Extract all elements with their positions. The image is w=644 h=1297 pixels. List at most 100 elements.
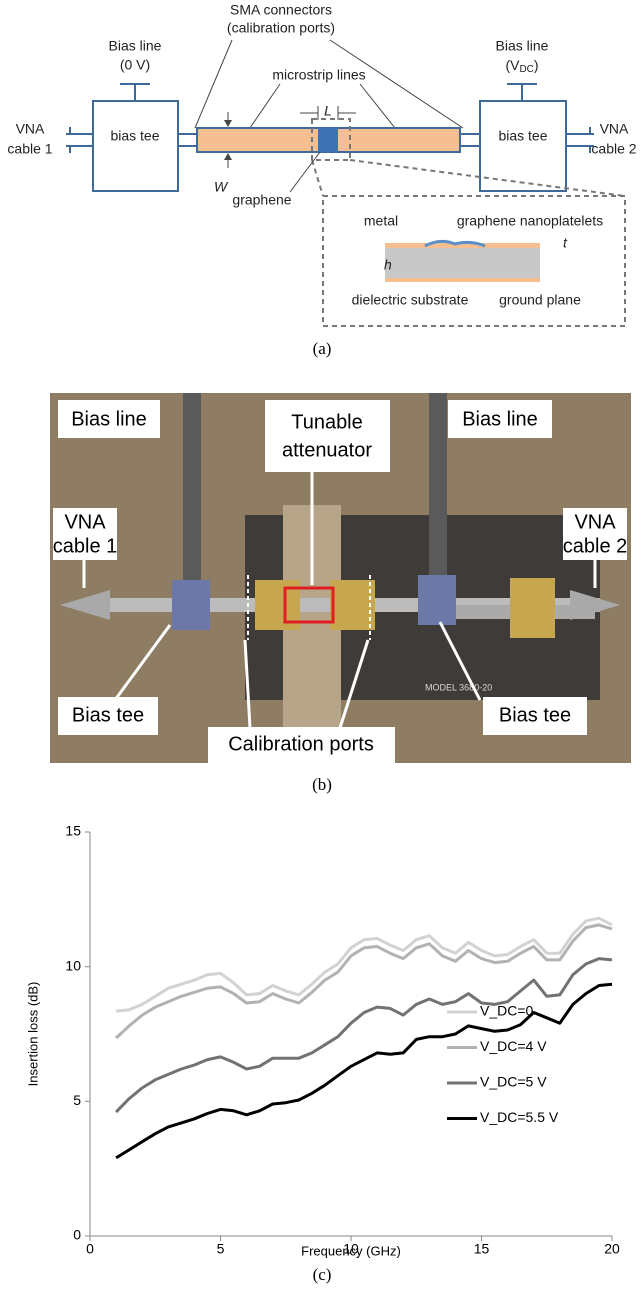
zoom-lines [311, 159, 626, 197]
attenuator-label: Tunable [291, 411, 363, 433]
t-label: t [563, 235, 568, 251]
bias-cable [429, 393, 447, 575]
label-box [265, 400, 390, 472]
leader [329, 39, 464, 129]
h-label: h [384, 257, 392, 273]
leader [194, 39, 233, 129]
bias-label: (VDC) [505, 57, 538, 75]
launcher [510, 578, 555, 638]
ground-label: ground plane [499, 292, 581, 308]
label-box [53, 508, 117, 560]
bias-label-sub: DC [519, 64, 533, 75]
x-tick-label: 15 [474, 1241, 490, 1257]
label-box [483, 697, 587, 735]
sma-label: SMA connectors [230, 2, 332, 18]
legend-label: V_DC=4 V [480, 1038, 547, 1054]
caption: (b) [312, 775, 332, 794]
bias-label: Bias line [109, 38, 162, 54]
y-tick-label: 15 [65, 823, 81, 839]
bias-label-part: ) [534, 57, 539, 73]
leader [359, 83, 396, 129]
legend-label: V_DC=5.5 V [480, 1109, 559, 1125]
label-box [563, 508, 627, 560]
y-tick-label: 10 [65, 957, 81, 973]
legend-label: V_DC=5 V [480, 1074, 547, 1090]
port-lines [247, 575, 371, 640]
graphene-patch [318, 128, 338, 152]
arrow [224, 120, 232, 127]
bias-label: (0 V) [120, 57, 150, 73]
bias-tee-label: bias tee [498, 128, 547, 144]
graphene-label: graphene [232, 192, 291, 208]
label-box [58, 697, 158, 735]
x-tick-label: 5 [217, 1241, 225, 1257]
bias-tee-label: Bias tee [499, 704, 571, 726]
vna-label: cable 1 [53, 535, 118, 557]
vna-label: VNA [64, 511, 106, 533]
launcher [330, 580, 375, 630]
x-tick-label: 0 [86, 1241, 94, 1257]
zoom-box [311, 118, 351, 161]
series-line [115, 982, 613, 1160]
metal-layer [385, 243, 540, 248]
bias-tee [418, 575, 456, 625]
label-box [448, 400, 552, 438]
bias-cable [183, 393, 201, 580]
x-tick-label: 10 [343, 1241, 359, 1257]
bias-line-label: Bias line [462, 408, 538, 430]
connector [570, 590, 620, 620]
x-tick-label: 20 [604, 1241, 620, 1257]
series-line [115, 957, 613, 1114]
y-axis-label: Insertion loss (dB) [25, 982, 40, 1087]
l-label: L [324, 103, 332, 119]
substrate [385, 248, 540, 278]
bias-line-label: Bias line [71, 408, 147, 430]
bias-label-part: (V [505, 57, 520, 73]
nanoplatelets-label: graphene nanoplatelets [457, 213, 603, 229]
vna-label: cable 2 [563, 535, 628, 557]
attenuator-label: attenuator [282, 439, 372, 461]
substrate-label: dielectric substrate [352, 292, 469, 308]
microstrip-label: microstrip lines [272, 67, 365, 83]
series-line [115, 923, 613, 1040]
label-box [58, 400, 160, 438]
model-label: MODEL 3680-20 [425, 682, 492, 692]
y-tick-label: 0 [73, 1227, 81, 1243]
w-label: W [214, 179, 229, 195]
panel-b: MODEL 3680-20 Bias line Bias line Tunabl… [50, 393, 631, 794]
y-tick-label: 5 [73, 1092, 81, 1108]
leader [249, 83, 281, 129]
ground-layer [385, 278, 540, 282]
vna-label: VNA [600, 121, 629, 137]
attenuator-highlight [283, 586, 335, 624]
bias-label: Bias line [496, 38, 549, 54]
bias-tee [172, 580, 210, 630]
calibration-label: Calibration ports [228, 733, 374, 755]
bias-tee-label: Bias tee [72, 704, 144, 726]
vna-label: cable 2 [591, 141, 636, 157]
connector [60, 590, 110, 620]
vna-label: VNA [16, 121, 45, 137]
legend-label: V_DC=0 [480, 1003, 534, 1019]
l-marker [300, 106, 356, 120]
vna-label: VNA [574, 511, 616, 533]
vna-label: cable 1 [7, 141, 52, 157]
bias-tee-label: bias tee [110, 128, 159, 144]
sma-label: (calibration ports) [227, 20, 335, 36]
arrow [224, 153, 232, 160]
arrows [82, 470, 597, 729]
panel-a: SMA connectors (calibration ports) Bias … [7, 2, 636, 358]
label-box [208, 727, 395, 763]
leader [289, 151, 321, 193]
nanoplatelets [424, 239, 486, 248]
cable-lines [66, 127, 594, 153]
x-axis-label: Frequency (GHz) [301, 1243, 401, 1258]
metal-label: metal [364, 213, 398, 229]
bias-tee-box [479, 100, 567, 192]
bias-tee-box [92, 100, 179, 192]
caption: (c) [313, 1265, 332, 1284]
bias-stem [120, 83, 537, 101]
series-line [115, 916, 613, 1013]
caption: (a) [313, 339, 332, 358]
